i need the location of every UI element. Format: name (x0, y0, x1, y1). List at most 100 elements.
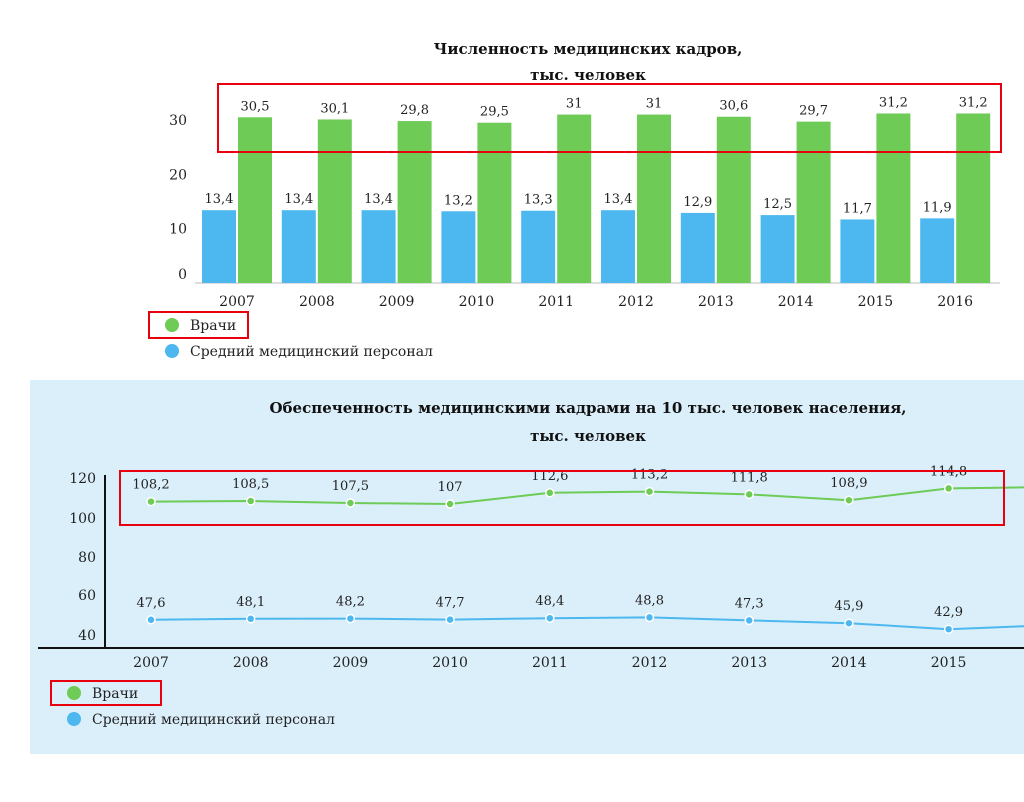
point-nurses (644, 612, 655, 623)
bar-label-doctors: 30,1 (320, 101, 349, 116)
point-nurses (146, 615, 156, 625)
x-tick-label: 2010 (432, 655, 468, 671)
point-doctors (844, 495, 854, 505)
bar-doctors (557, 114, 592, 283)
y-tick-label: 20 (169, 167, 187, 183)
point-doctors (744, 489, 754, 500)
bar-label-doctors: 31,2 (959, 95, 988, 110)
point-doctors (545, 488, 555, 498)
point-label-nurses: 47,6 (137, 596, 166, 611)
line-doctors (150, 486, 1024, 506)
legend2-highlight-box (50, 680, 162, 706)
bar-nurses (521, 210, 556, 283)
point-label-doctors: 108,5 (232, 477, 269, 492)
bar-doctors (477, 122, 512, 283)
bar-doctors (796, 121, 831, 283)
bar-doctors (317, 119, 352, 283)
y-tick-label: 120 (69, 471, 96, 487)
point-doctors (943, 483, 954, 494)
point-nurses (744, 615, 754, 626)
point-doctors (146, 496, 156, 507)
point-nurses (844, 618, 854, 628)
x-tick-label: 2012 (632, 655, 668, 671)
point-nurses (943, 624, 954, 634)
bar-label-doctors: 30,5 (241, 99, 270, 114)
point-label-nurses: 48,2 (336, 595, 365, 610)
point-label-nurses: 45,9 (834, 599, 863, 614)
legend-nurses-label: Средний медицинский персонал (190, 344, 433, 360)
bar-nurses (760, 215, 795, 283)
legend-doctors-label: Врачи (190, 318, 236, 334)
x-tick-label: 2009 (379, 294, 415, 310)
x-tick-label: 2015 (931, 655, 967, 671)
point-nurses (345, 613, 356, 624)
bar-label-nurses: 13,3 (524, 193, 553, 208)
point-label-nurses: 48,1 (236, 595, 265, 610)
y-tick-label: 0 (178, 267, 187, 283)
x-tick-label: 2013 (698, 294, 734, 310)
legend-doctors-marker (165, 318, 179, 332)
point-label-doctors: 108,9 (830, 476, 867, 491)
bar-nurses (920, 218, 955, 283)
bar-label-nurses: 12,9 (683, 195, 712, 210)
legend-nurses-marker (165, 344, 179, 358)
point-label-doctors: 108,2 (132, 478, 169, 493)
point-label-doctors: 107 (438, 480, 463, 495)
bar-nurses (441, 211, 476, 283)
point-nurses (245, 614, 256, 624)
bar-label-nurses: 12,5 (763, 197, 792, 212)
x-tick-label: 2011 (532, 655, 568, 671)
legend2-doctors-label: Врачи (92, 686, 138, 702)
x-tick-label: 2016 (937, 294, 973, 310)
x-tick-label: 2013 (731, 655, 767, 671)
bar-label-doctors: 29,5 (480, 105, 509, 120)
bar-label-doctors: 31 (646, 97, 663, 112)
bar-nurses (281, 210, 316, 283)
x-tick-label: 2007 (133, 655, 169, 671)
y-tick-label: 80 (78, 550, 96, 566)
x-tick-label: 2009 (333, 655, 369, 671)
point-doctors (245, 496, 256, 506)
staff-density-line-chart: Обеспеченность медицинскими кадрами на 1… (38, 399, 1024, 728)
point-doctors (345, 498, 356, 508)
bar-label-nurses: 13,4 (364, 192, 393, 207)
point-nurses (445, 614, 455, 625)
point-label-doctors: 111,8 (731, 470, 768, 485)
bar-doctors (238, 117, 272, 284)
bar-label-nurses: 13,4 (284, 192, 313, 207)
y-tick-label: 40 (78, 628, 96, 644)
x-tick-label: 2014 (831, 655, 867, 671)
doctors-line-highlight-box (119, 470, 1005, 526)
x-tick-label: 2011 (538, 294, 574, 310)
x-tick-label: 2010 (459, 294, 495, 310)
point-nurses (545, 613, 555, 623)
x-tick-label: 2008 (233, 655, 269, 671)
x-tick-label: 2012 (618, 294, 654, 310)
bar-label-nurses: 11,9 (923, 200, 952, 215)
bar-label-doctors: 30,6 (719, 99, 748, 114)
chart2-title: Обеспеченность медицинскими кадрами на 1… (269, 399, 906, 417)
doctors-values-highlight-box (217, 83, 1002, 153)
bar-label-doctors: 31 (566, 97, 583, 112)
bar-nurses (840, 219, 875, 283)
point-doctors (644, 486, 655, 497)
legend2-nurses-label: Средний медицинский персонал (92, 712, 335, 728)
line-nurses (150, 616, 1024, 631)
bar-label-nurses: 13,4 (604, 192, 633, 207)
point-label-doctors: 112,6 (531, 469, 568, 484)
point-doctors (445, 499, 455, 509)
bar-nurses (202, 210, 236, 283)
point-label-nurses: 48,4 (535, 594, 564, 609)
point-label-doctors: 113,2 (631, 468, 668, 483)
bar-doctors (716, 116, 751, 284)
x-tick-label: 2007 (219, 294, 255, 310)
bar-label-nurses: 11,7 (843, 201, 872, 216)
y-tick-label: 10 (169, 222, 187, 238)
x-tick-label: 2008 (299, 294, 335, 310)
bar-label-nurses: 13,2 (444, 193, 473, 208)
bar-label-doctors: 29,8 (400, 103, 429, 118)
staff-count-bar-chart: Численность медицинских кадров, тыс. чел… (148, 40, 1002, 360)
bar-label-doctors: 31,2 (879, 95, 908, 110)
chart1-subtitle: тыс. человек (530, 66, 646, 84)
chart2-subtitle: тыс. человек (530, 427, 646, 445)
